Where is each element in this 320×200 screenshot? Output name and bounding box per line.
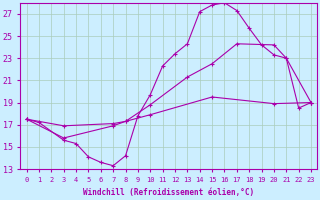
X-axis label: Windchill (Refroidissement éolien,°C): Windchill (Refroidissement éolien,°C) bbox=[83, 188, 254, 197]
